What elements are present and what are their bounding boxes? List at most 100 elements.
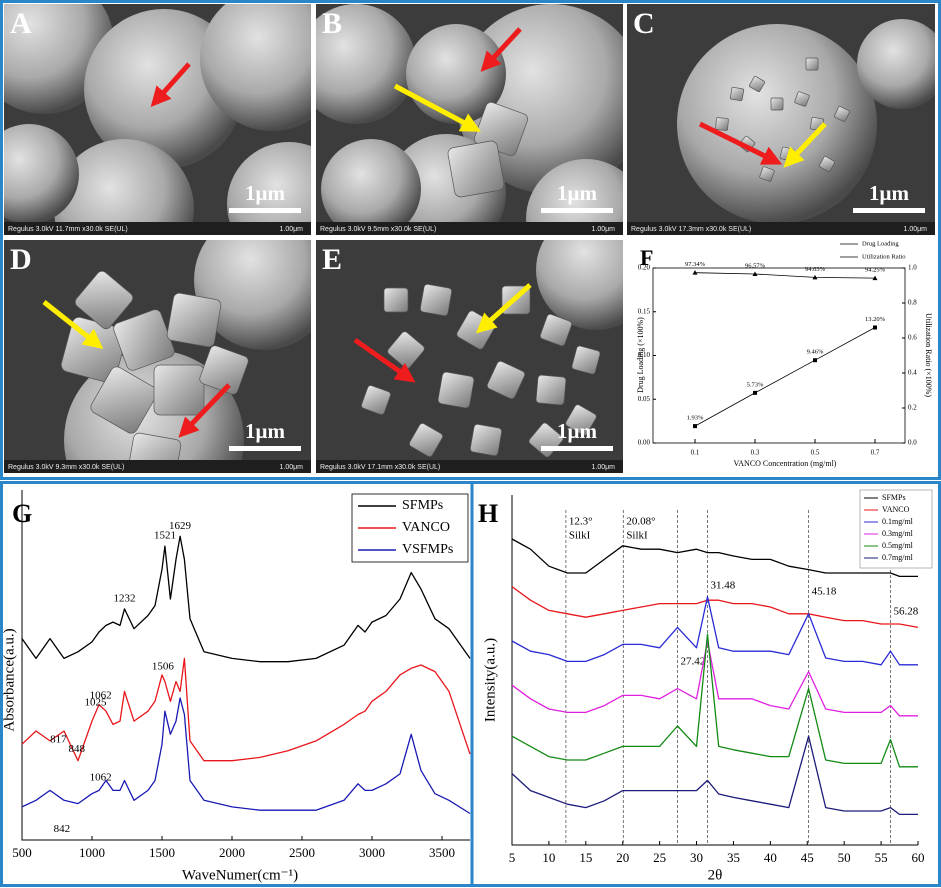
legend-label: Utilization Ratio — [862, 253, 906, 260]
x-tick-label: 10 — [542, 850, 555, 865]
marker — [873, 325, 877, 330]
scale-label: 1μm — [557, 181, 597, 205]
arrow — [353, 337, 416, 383]
sem-image: Regulus 3.0kV 9.3mm x30.0k SE(UL) 1.00μm 1… — [4, 240, 311, 473]
x-tick-label: 45 — [801, 850, 814, 865]
y-axis-label: Intensity(a.u.) — [482, 638, 498, 722]
info-bar — [4, 222, 311, 235]
arrow — [783, 122, 827, 168]
legend-label: 0.7mg/ml — [882, 553, 914, 562]
series-line — [511, 735, 918, 816]
value-label: 94.25% — [865, 267, 886, 274]
arrow — [42, 300, 104, 349]
scale-bar — [229, 208, 301, 213]
legend-label: SFMPs — [882, 493, 906, 502]
x-tick-label: 0.1 — [691, 449, 700, 457]
info-text: Regulus 3.0kV 11.7mm x30.0k SE(UL) — [8, 226, 128, 233]
crystal — [794, 91, 810, 107]
peak-sublabel: SilkI — [626, 530, 648, 542]
info-bar — [316, 460, 623, 473]
particle — [200, 4, 311, 131]
crystal — [409, 423, 443, 457]
crystal — [437, 371, 475, 409]
series-line — [694, 272, 876, 279]
crystal — [486, 360, 526, 400]
sem-content — [4, 240, 311, 473]
peak-label: 1629 — [169, 520, 192, 532]
y2-tick-label: 0.6 — [908, 334, 917, 342]
particle — [194, 240, 311, 350]
info-bar — [316, 222, 623, 235]
peak-sublabel: SilkI — [569, 530, 591, 542]
scale-label: 1μm — [245, 181, 285, 205]
value-label: 94.63% — [805, 266, 826, 273]
field-width: 1.00μm — [904, 226, 928, 233]
scale-label: 1μm — [869, 181, 909, 205]
info-text: Regulus 3.0kV 9.3mm x30.0k SE(UL) — [8, 464, 124, 471]
panel-label: H — [478, 499, 498, 528]
y-tick-label: 0.15 — [638, 307, 651, 315]
info-bar — [627, 222, 935, 235]
series-line — [694, 327, 876, 427]
info-text: Regulus 3.0kV 9.5mm x30.0k SE(UL) — [320, 226, 436, 233]
legend-label: SFMPs — [402, 498, 443, 513]
scale-bar — [229, 446, 301, 451]
crystal — [90, 366, 158, 434]
peak-label: 56.28 — [894, 606, 919, 618]
legend-label: 0.5mg/ml — [882, 541, 914, 550]
crystal — [361, 385, 391, 415]
marker — [752, 271, 758, 277]
x-tick-label: 40 — [764, 850, 777, 865]
scale-bar — [541, 446, 613, 451]
crystal — [565, 404, 597, 436]
sem-image: Regulus 3.0kV 17.1mm x30.0k SE(UL) 1.00μm… — [316, 240, 623, 473]
y-tick-label: 0.10 — [638, 351, 651, 359]
crystal — [166, 292, 222, 348]
marker — [692, 270, 698, 275]
particle — [526, 159, 623, 235]
legend-label: VSFMPs — [402, 542, 453, 557]
y2-tick-label: 0.8 — [908, 299, 917, 307]
series-line — [21, 535, 471, 663]
x-tick-label: 3000 — [359, 845, 385, 860]
y-tick-label: 0.05 — [638, 395, 651, 403]
info-bar — [4, 460, 311, 473]
series-line — [21, 697, 471, 815]
crystal — [539, 313, 573, 347]
x-tick-label: 60 — [912, 850, 925, 865]
panel-label: E — [322, 243, 342, 276]
peak-label: 27.42 — [681, 656, 706, 668]
panel-label: B — [322, 7, 342, 40]
x-tick-label: 500 — [12, 845, 32, 860]
peak-label: 1062 — [90, 772, 112, 784]
field-width: 1.00μm — [280, 226, 304, 233]
arrow — [178, 383, 231, 438]
series-line — [511, 640, 918, 717]
series-line — [511, 538, 918, 578]
scale-label: 1μm — [557, 419, 597, 443]
peak-label: 31.48 — [710, 580, 735, 592]
particle — [677, 24, 877, 224]
value-label: 97.34% — [685, 261, 706, 268]
y2-tick-label: 0.2 — [908, 404, 917, 412]
series-line — [511, 596, 918, 666]
marker — [693, 424, 697, 429]
x-tick-label: 0.3 — [751, 449, 760, 457]
marker — [813, 358, 817, 363]
crystal — [770, 97, 784, 111]
x-tick-label: 5 — [509, 850, 516, 865]
crystal — [729, 86, 745, 102]
x-tick-label: 1500 — [149, 845, 175, 860]
peak-label: 1521 — [154, 530, 176, 542]
particle — [857, 19, 935, 109]
value-label: 5.73% — [747, 381, 764, 388]
particle — [54, 139, 194, 235]
legend-box — [859, 489, 933, 569]
sem-content — [316, 240, 623, 473]
crystal — [819, 156, 835, 172]
panel-label: F — [640, 245, 653, 270]
y-tick-label: 0.00 — [638, 439, 651, 447]
field-width: 1.00μm — [592, 464, 616, 471]
